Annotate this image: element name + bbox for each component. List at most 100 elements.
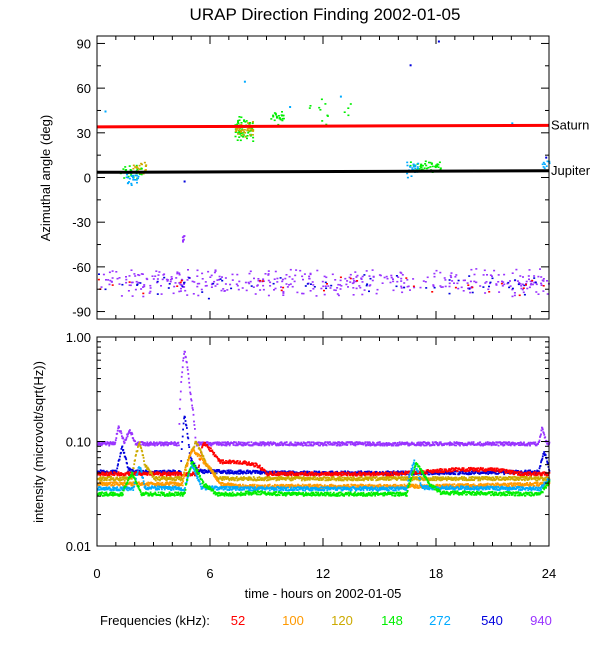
intensity-point-540 (524, 469, 527, 472)
intensity-point-120 (315, 478, 318, 481)
intensity-point-52 (529, 471, 531, 474)
azimuth-point-52 (431, 291, 434, 293)
azimuth-point-540 (489, 281, 492, 284)
intensity-point-120 (404, 476, 407, 479)
azimuth-point-940 (491, 275, 493, 277)
azimuth-point-120 (236, 127, 239, 130)
intensity-point-52 (537, 471, 539, 474)
intensity-point-100 (139, 482, 142, 485)
intensity-point-540 (426, 471, 428, 474)
intensity-point-52 (359, 474, 362, 477)
azimuth-point-940 (486, 274, 488, 276)
intensity-point-120 (99, 479, 102, 482)
azimuth-point-940 (262, 278, 265, 280)
intensity-point-940 (448, 442, 450, 445)
intensity-point-100 (169, 481, 171, 484)
intensity-point-52 (193, 472, 196, 475)
intensity-point-52 (404, 471, 406, 474)
azimuth-point-272 (135, 174, 138, 177)
intensity-point-120 (125, 478, 128, 480)
intensity-point-52 (326, 471, 329, 474)
intensity-point-120 (123, 479, 126, 482)
intensity-point-52 (474, 468, 477, 470)
intensity-point-540 (351, 471, 354, 474)
intensity-point-52 (358, 471, 361, 474)
intensity-point-52 (330, 472, 333, 474)
intensity-point-940 (232, 444, 235, 446)
intensity-point-120 (102, 476, 105, 479)
azimuth-point-940 (531, 283, 534, 286)
intensity-point-940 (501, 443, 504, 445)
intensity-point-52 (261, 467, 264, 469)
intensity-point-120 (419, 476, 421, 478)
intensity-point-540 (250, 472, 253, 475)
intensity-point-52 (538, 471, 541, 474)
intensity-point-940 (193, 420, 195, 423)
intensity-point-100 (164, 484, 167, 487)
intensity-point-940 (309, 444, 312, 447)
azimuth-point-940 (449, 274, 452, 277)
intensity-point-940 (452, 443, 455, 446)
intensity-point-540 (133, 470, 136, 473)
intensity-point-540 (137, 469, 139, 472)
intensity-point-52 (479, 466, 482, 469)
azimuth-point-940 (311, 281, 314, 283)
intensity-point-540 (178, 470, 181, 473)
intensity-point-540 (198, 470, 201, 473)
saturn-label: Saturn (551, 117, 589, 132)
azimuth-point-148 (409, 161, 412, 163)
intensity-point-52 (250, 464, 253, 466)
intensity-point-940 (147, 444, 150, 447)
azimuth-point-940 (282, 292, 285, 294)
intensity-point-52 (227, 462, 230, 465)
intensity-point-940 (542, 432, 545, 434)
intensity-point-540 (438, 473, 441, 476)
intensity-point-100 (130, 484, 133, 487)
azimuth-point-940 (440, 286, 443, 288)
intensity-point-940 (285, 443, 288, 446)
azimuth-point-540 (304, 285, 307, 287)
intensity-point-540 (495, 473, 498, 475)
intensity-point-52 (518, 470, 521, 473)
azimuth-point-940 (345, 283, 348, 286)
azimuth-point-272 (128, 177, 131, 180)
intensity-point-940 (122, 436, 124, 439)
intensity-point-120 (104, 477, 107, 479)
reference-lines: Saturn Jupiter (96, 117, 591, 178)
intensity-point-940 (455, 441, 458, 443)
intensity-point-940 (388, 444, 391, 446)
intensity-point-52 (513, 473, 515, 476)
azimuth-point-940 (392, 289, 395, 292)
intensity-point-52 (101, 471, 103, 474)
intensity-point-120 (402, 476, 404, 479)
azimuth-point-272 (406, 172, 409, 175)
intensity-point-120 (524, 479, 526, 482)
intensity-point-100 (112, 482, 114, 485)
jupiter-label: Jupiter (551, 163, 591, 178)
azimuth-point-940 (518, 281, 521, 284)
intensity-point-540 (470, 473, 473, 475)
intensity-point-52 (320, 474, 322, 476)
intensity-point-940 (284, 441, 287, 444)
azimuth-point-148 (242, 136, 245, 138)
intensity-point-120 (355, 478, 357, 481)
intensity-point-52 (220, 459, 223, 462)
intensity-point-52 (202, 443, 205, 446)
azimuth-point-940 (321, 280, 324, 283)
intensity-point-540 (126, 466, 129, 468)
intensity-point-52 (489, 468, 491, 471)
intensity-point-52 (243, 460, 246, 463)
intensity-point-540 (99, 469, 102, 472)
azimuth-point-52 (500, 282, 503, 285)
azimuth-point-940 (361, 293, 364, 296)
intensity-point-120 (268, 478, 271, 481)
azimuth-point-940 (448, 282, 451, 285)
azimuth-point-272 (511, 122, 514, 125)
azimuth-point-540 (403, 286, 406, 289)
intensity-point-940 (423, 441, 426, 444)
intensity-point-540 (123, 451, 126, 454)
azimuth-point-940 (360, 277, 363, 280)
intensity-point-120 (170, 477, 173, 480)
azimuth-point-148 (420, 168, 423, 170)
intensity-point-120 (280, 476, 283, 478)
